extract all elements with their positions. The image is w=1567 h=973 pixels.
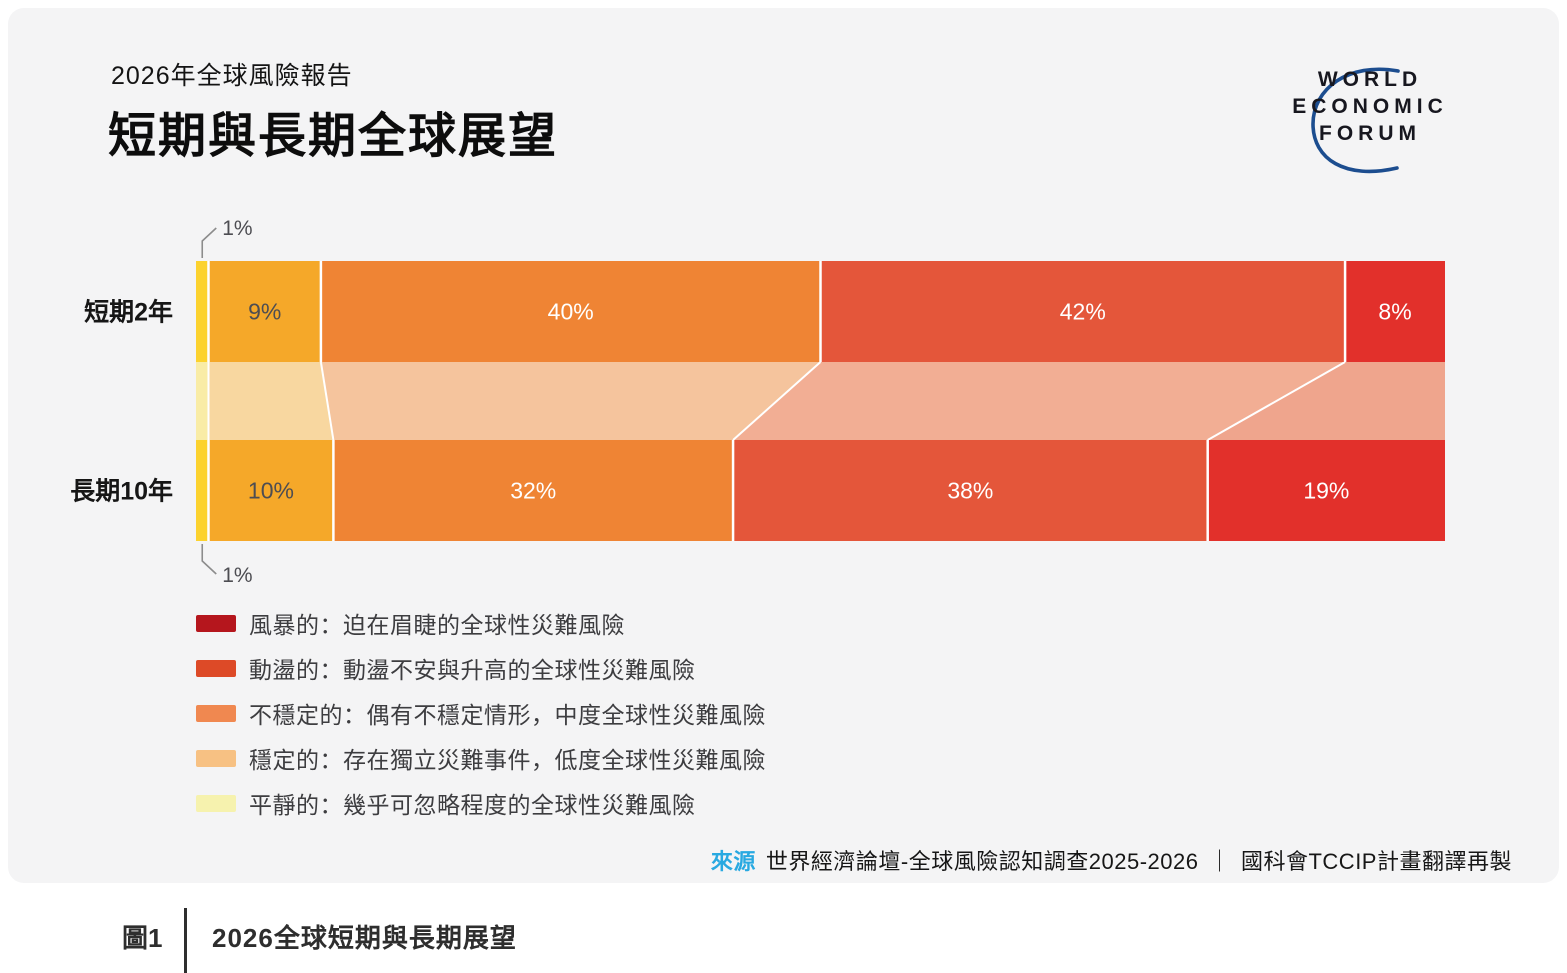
source-text-2: 國科會TCCIP計畫翻譯再製 xyxy=(1240,849,1512,874)
report-label: 2026年全球風險報告 xyxy=(111,62,353,90)
wef-logo-word: WORLD xyxy=(1317,68,1423,91)
legend-item: 動盪的：動盪不安與升高的全球性災難風險 xyxy=(196,654,766,683)
legend-swatch xyxy=(196,614,236,632)
legend-label: 穩定的：存在獨立災難事件，低度全球性災難風險 xyxy=(249,747,766,773)
source-text: 世界經濟論壇-全球風險認知調查2025-2026 xyxy=(765,849,1199,874)
bar-segment xyxy=(196,261,209,362)
segment-value-label: 38% xyxy=(947,478,993,504)
legend-item: 不穩定的：偶有不穩定情形，中度全球性災難風險 xyxy=(196,699,766,728)
callout-value-label: 1% xyxy=(222,217,252,240)
legend-swatch xyxy=(196,749,236,767)
chart-card: 2026年全球風險報告 短期與長期全球展望 WORLD ECONOMIC FOR… xyxy=(8,8,1559,883)
legend-label: 風暴的：迫在眉睫的全球性災難風險 xyxy=(249,612,625,638)
legend-label: 不穩定的：偶有不穩定情形，中度全球性災難風險 xyxy=(249,702,766,728)
flow-divider xyxy=(732,361,822,441)
source-label: 來源 xyxy=(710,849,756,874)
row-label: 長期10年 xyxy=(70,477,173,506)
flow-divider xyxy=(319,361,335,441)
callout-line xyxy=(201,227,217,258)
bar-segment xyxy=(820,261,1346,362)
bar-segment xyxy=(208,261,321,362)
bar-segment xyxy=(320,261,821,362)
page-title: 短期與長期全球展望 xyxy=(108,110,559,163)
segment-value-label: 8% xyxy=(1378,299,1411,325)
segment-value-label: 40% xyxy=(548,299,594,325)
bar-segment xyxy=(333,440,734,541)
bar-segment xyxy=(1345,261,1445,362)
bar-segment xyxy=(196,440,209,541)
segment-value-label: 9% xyxy=(248,299,281,325)
segment-value-label: 19% xyxy=(1303,478,1349,504)
figure-label: 圖1 xyxy=(122,923,163,953)
figure-caption: 2026全球短期與長期展望 xyxy=(212,923,517,953)
legend-swatch xyxy=(196,704,236,722)
bar-segment xyxy=(208,440,334,541)
figure-footer: 圖1 2026全球短期與長期展望 xyxy=(0,905,1567,973)
flow-band xyxy=(733,362,1346,440)
bar-segment xyxy=(733,440,1208,541)
legend-item: 穩定的：存在獨立災難事件，低度全球性災難風險 xyxy=(196,744,766,773)
flow-band xyxy=(320,362,821,440)
wef-logo-word: ECONOMIC xyxy=(1292,95,1448,118)
outlook-chart: 9% 40% 42% 8% 短期2年 1% 10% 32% 38% 19% 長期10年 1% xyxy=(70,217,1445,587)
segment-value-label: 42% xyxy=(1060,299,1106,325)
legend-swatch xyxy=(196,794,236,812)
legend-label: 動盪的：動盪不安與升高的全球性災難風險 xyxy=(249,657,696,683)
flow-band xyxy=(1207,362,1445,440)
segment-value-label: 10% xyxy=(248,478,294,504)
wef-logo-word: FORUM xyxy=(1319,122,1421,145)
segment-value-label: 32% xyxy=(510,478,556,504)
flow-band xyxy=(196,362,209,440)
legend-item: 平靜的：幾乎可忽略程度的全球性災難風險 xyxy=(196,789,766,818)
bar-segment xyxy=(1207,440,1445,541)
source-separator: ｜ xyxy=(1208,849,1231,874)
wef-logo: WORLD ECONOMIC FORUM xyxy=(1284,66,1456,182)
flow-band xyxy=(208,362,334,440)
legend-swatch xyxy=(196,659,236,677)
row-label: 短期2年 xyxy=(84,298,173,327)
legend-item: 風暴的：迫在眉睫的全球性災難風險 xyxy=(196,609,766,638)
legend: 風暴的：迫在眉睫的全球性災難風險動盪的：動盪不安與升高的全球性災難風險不穩定的：… xyxy=(196,609,766,834)
callout-value-label: 1% xyxy=(222,564,252,587)
wef-logo-arc-icon xyxy=(1311,67,1400,174)
source-line: 來源 世界經濟論壇-全球風險認知調查2025-2026 ｜ 國科會TCCIP計畫翻譯再… xyxy=(711,844,1512,876)
footer-divider xyxy=(184,908,187,973)
callout-line xyxy=(201,544,217,575)
legend-label: 平靜的：幾乎可忽略程度的全球性災難風險 xyxy=(249,792,696,818)
flow-divider xyxy=(1207,361,1346,441)
